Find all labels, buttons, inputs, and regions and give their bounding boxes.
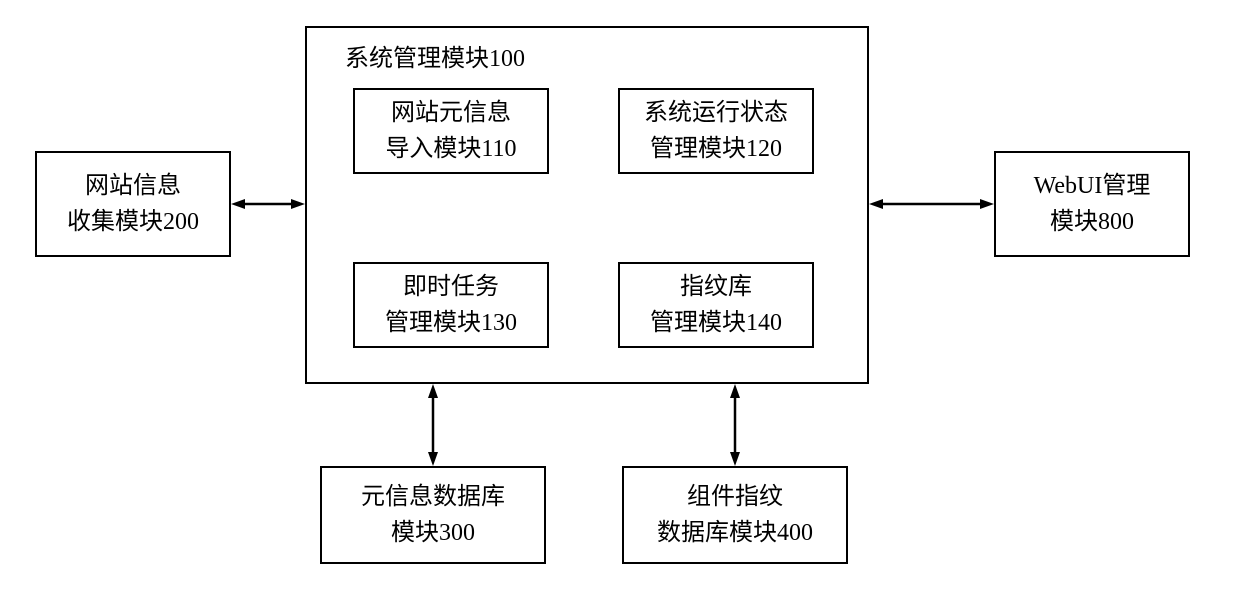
arrows-layer <box>0 0 1239 589</box>
